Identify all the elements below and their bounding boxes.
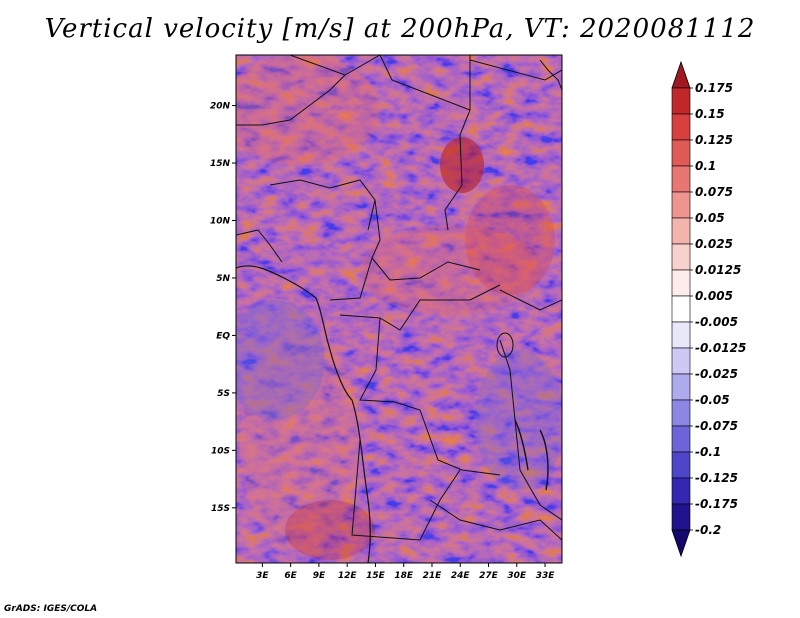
grads-credit: GrADS: IGES/COLA <box>4 604 98 614</box>
field-patch-gulf <box>236 300 325 420</box>
border-drc-angola <box>359 317 501 476</box>
colorbar-label: -0.005 <box>695 315 738 329</box>
colorbar: 0.175 0.15 0.125 0.1 0.075 0.05 0.025 0.0125 0.0… <box>671 60 746 558</box>
colorbar-bottom-arrow <box>671 529 691 558</box>
field-patch-east <box>465 185 555 295</box>
colorbar-label: 0.175 <box>695 81 733 95</box>
latitude-axis: 20N 15N 10N 5N EQ 5S 10S 15S <box>210 102 236 514</box>
colorbar-bin <box>671 347 691 375</box>
border-mali-niger <box>236 74 346 126</box>
colorbar-label: 0.15 <box>695 107 725 121</box>
lon-tick-label: 27E <box>479 571 499 581</box>
colorbar-bin <box>671 217 691 245</box>
coastline-west <box>236 265 371 563</box>
border-egypt-sudan <box>469 59 562 81</box>
colorbar-top-arrow <box>671 60 691 89</box>
colorbar-bin <box>671 113 691 141</box>
border-tanzania <box>499 339 562 521</box>
border-angola-zambia <box>351 439 461 541</box>
colorbar-label: -0.175 <box>695 497 738 511</box>
colorbar-bin <box>671 503 691 531</box>
lat-tick-label: EQ <box>216 331 230 341</box>
lon-tick-label: 3E <box>256 571 269 581</box>
colorbar-bin <box>671 373 691 401</box>
colorbar-label: -0.075 <box>695 419 738 433</box>
colorbar-bin <box>671 165 691 193</box>
colorbar-bin <box>671 269 691 297</box>
field-patch-sudan <box>440 137 484 193</box>
colorbar-label: 0.05 <box>695 211 725 225</box>
lat-tick-label: 10N <box>210 217 231 227</box>
border-car-drc <box>339 284 501 331</box>
border-niger-nigeria <box>269 179 376 231</box>
lat-tick-label: 15N <box>210 159 231 169</box>
colorbar-bin <box>671 321 691 349</box>
field-patch-south <box>285 500 375 560</box>
colorbar-label: -0.0125 <box>695 341 746 355</box>
lon-tick-label: 30E <box>507 571 527 581</box>
field-patch-southwest <box>240 330 360 550</box>
map-title: Vertical velocity [m/s] at 200hPa, VT: 2… <box>44 14 756 44</box>
border-west-africa <box>236 229 283 263</box>
colorbar-label: -0.1 <box>695 445 721 459</box>
colorbar-bin <box>671 139 691 167</box>
lon-tick-label: 9E <box>313 571 326 581</box>
lat-tick-label: 15S <box>211 504 230 514</box>
lon-tick-label: 24E <box>451 571 471 581</box>
lon-tick-label: 6E <box>284 571 297 581</box>
colorbar-label: -0.05 <box>695 393 730 407</box>
lake-malawi <box>539 429 549 491</box>
colorbar-label: 0.0125 <box>695 263 741 277</box>
lake-victoria <box>496 332 514 358</box>
lat-tick-label: 5N <box>216 274 230 284</box>
lon-tick-label: 33E <box>536 571 556 581</box>
lon-tick-label: 18E <box>394 571 414 581</box>
colorbar-label: 0.1 <box>695 159 716 173</box>
colorbar-bin <box>671 243 691 271</box>
velocity-field <box>236 55 562 563</box>
colorbar-bin <box>671 451 691 479</box>
border-cameroon <box>329 257 373 301</box>
field-patch-lakes <box>475 350 562 490</box>
country-borders <box>236 55 562 563</box>
colorbar-bin <box>671 477 691 505</box>
colorbar-bin <box>671 191 691 219</box>
plot-frame <box>235 54 563 564</box>
border-chad-car <box>371 199 481 281</box>
field-patch-central <box>360 225 540 315</box>
colorbar-label: -0.125 <box>695 471 738 485</box>
lake-tanganyika <box>514 419 529 471</box>
colorbar-bin <box>671 425 691 453</box>
colorbar-label: -0.2 <box>695 523 721 537</box>
colorbar-bin <box>671 399 691 427</box>
colorbar-bin <box>671 295 691 323</box>
colorbar-label: -0.025 <box>695 367 738 381</box>
colorbar-label: 0.125 <box>695 133 733 147</box>
colorbar-label: 0.005 <box>695 289 733 303</box>
colorbar-label: 0.025 <box>695 237 733 251</box>
colorbar-bin <box>671 87 691 115</box>
border-sudan-chad <box>444 109 471 231</box>
border-zambia-zimbabwe <box>429 499 562 541</box>
field-texture <box>236 55 562 563</box>
border-libya-egypt <box>379 55 471 111</box>
lon-tick-label: 21E <box>423 571 443 581</box>
longitude-axis: 3E 6E 9E 12E 15E 18E 21E 24E 27E 30E 33E <box>256 563 555 581</box>
field-patch-north <box>236 55 380 165</box>
lat-tick-label: 5S <box>217 389 230 399</box>
border-uganda-kenya <box>499 289 562 311</box>
colorbar-label: 0.075 <box>695 185 733 199</box>
lon-tick-label: 12E <box>338 571 358 581</box>
lon-tick-label: 15E <box>366 571 386 581</box>
lat-tick-label: 20N <box>210 102 231 112</box>
lat-tick-label: 10S <box>211 446 230 456</box>
